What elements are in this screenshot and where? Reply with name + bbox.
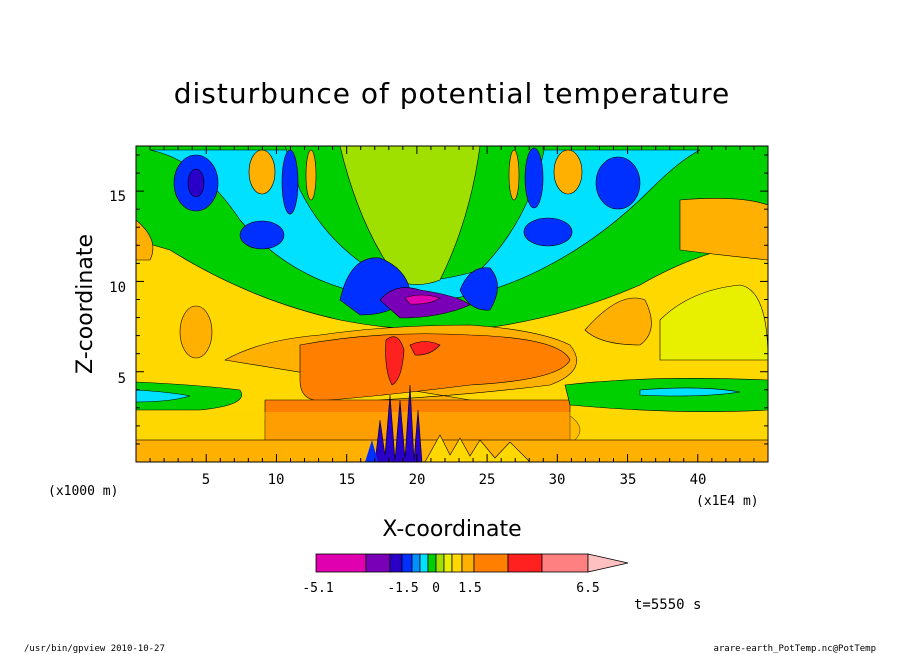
colorbar-swatch	[419, 553, 429, 573]
x-tick-label: 10	[268, 472, 285, 488]
y-axis	[136, 154, 768, 445]
colorbar-extend-arrow	[587, 553, 629, 573]
colorbar-label: 0	[432, 581, 440, 596]
colorbar-swatch	[427, 553, 437, 573]
colorbar-swatch	[435, 553, 445, 573]
colorbar-swatch	[365, 553, 391, 573]
y-tick-label: 10	[109, 280, 126, 296]
contour-field	[136, 146, 768, 462]
colorbar-swatch	[443, 553, 453, 573]
colorbar-swatch	[507, 553, 543, 573]
x-tick-label: 25	[479, 472, 496, 488]
colorbar-swatch	[411, 553, 421, 573]
colorbar-label: 6.5	[576, 581, 599, 596]
x-tick-label: 20	[409, 472, 426, 488]
x-tick-label: 35	[620, 472, 637, 488]
colorbar-swatch	[451, 553, 463, 573]
x-tick-label: 15	[339, 472, 356, 488]
chart-title: disturbunce of potential temperature	[174, 77, 731, 110]
x-unit-right: (x1E4 m)	[696, 494, 759, 509]
colorbar-swatch	[315, 553, 367, 573]
colorbar-swatch	[401, 553, 413, 573]
plot-frame	[135, 145, 769, 463]
x-tick-label: 5	[202, 472, 210, 488]
colorbar-label: -5.1	[302, 581, 333, 596]
x-tick-label: 40	[690, 472, 707, 488]
x-tick-label: 30	[549, 472, 566, 488]
colorbar-swatch	[461, 553, 475, 573]
y-tick-label: 5	[118, 371, 126, 387]
colorbar-swatch	[541, 553, 589, 573]
x-axis-title: X-coordinate	[382, 517, 521, 542]
footer-right: arare-earth_PotTemp.nc@PotTemp	[713, 644, 876, 654]
y-axis-title: Z-coordinate	[73, 234, 98, 374]
colorbar-label: 1.5	[458, 581, 481, 596]
colorbar-label: -1.5	[387, 581, 418, 596]
footer-left: /usr/bin/gpview 2010-10-27	[24, 644, 165, 654]
colorbar	[315, 553, 629, 573]
x-unit-left: (x1000 m)	[48, 484, 118, 499]
colorbar-swatch	[473, 553, 509, 573]
colorbar-swatch	[389, 553, 403, 573]
y-tick-label: 15	[109, 189, 126, 205]
time-label: t=5550 s	[634, 597, 701, 613]
x-axis	[149, 146, 755, 462]
